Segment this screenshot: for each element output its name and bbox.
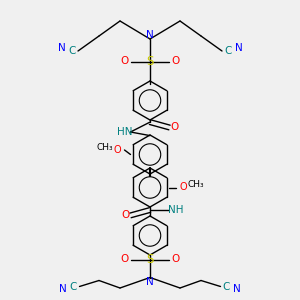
Text: N: N xyxy=(59,284,67,295)
Text: O: O xyxy=(121,210,129,220)
Text: O: O xyxy=(120,254,129,265)
Text: N: N xyxy=(235,43,242,53)
Text: O: O xyxy=(171,122,179,133)
Text: N: N xyxy=(58,43,65,53)
Text: C: C xyxy=(223,281,230,292)
Text: O: O xyxy=(171,254,180,265)
Text: NH: NH xyxy=(168,205,183,215)
Text: CH₃: CH₃ xyxy=(97,142,113,152)
Text: CH₃: CH₃ xyxy=(188,180,204,189)
Text: O: O xyxy=(113,145,121,155)
Text: N: N xyxy=(233,284,241,295)
Text: S: S xyxy=(146,55,154,68)
Text: C: C xyxy=(68,46,76,56)
Text: S: S xyxy=(146,253,154,266)
Text: HN: HN xyxy=(117,127,132,137)
Text: C: C xyxy=(70,281,77,292)
Text: O: O xyxy=(171,56,180,67)
Text: N: N xyxy=(146,277,154,287)
Text: N: N xyxy=(146,29,154,40)
Text: O: O xyxy=(179,182,187,193)
Text: O: O xyxy=(120,56,129,67)
Text: C: C xyxy=(224,46,232,56)
